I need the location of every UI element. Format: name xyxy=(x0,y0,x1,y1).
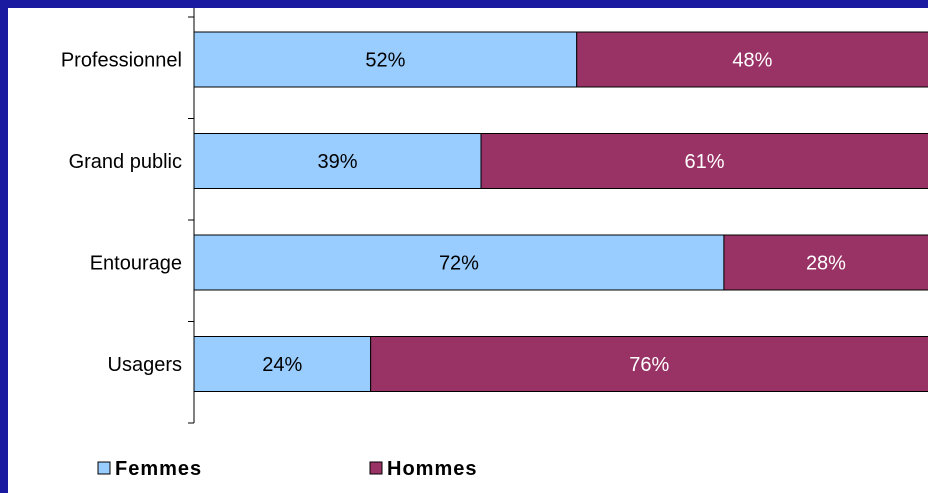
category-label-entourage: Entourage xyxy=(90,253,182,275)
axis-layer xyxy=(188,8,195,424)
legend-swatch-hommes xyxy=(369,461,383,475)
bar-hommes-usagers xyxy=(370,336,928,392)
bar-hommes-entourage xyxy=(723,234,928,291)
legend-label-hommes: Hommes xyxy=(387,458,477,480)
legend-label-femmes: Femmes xyxy=(115,458,202,480)
stacked-bar-chart: Professionnel 52% 48% Grand public 39% 61% Ent… xyxy=(61,8,928,480)
data-label-hommes-entourage: 28% xyxy=(806,253,846,275)
legend: Femmes Hommes xyxy=(97,458,477,480)
labels-layer: Professionnel 52% 48% Grand public 39% 61% Ent… xyxy=(61,50,846,377)
data-label-femmes-entourage: 72% xyxy=(439,253,479,275)
data-label-hommes-professionnel: 48% xyxy=(732,50,772,72)
legend-swatch-femmes xyxy=(97,461,111,475)
chart-frame: Professionnel 52% 48% Grand public 39% 61% Ent… xyxy=(8,8,928,493)
bar-femmes-usagers xyxy=(193,336,372,392)
bar-femmes-professionnel xyxy=(193,31,578,88)
data-label-hommes-usagers: 76% xyxy=(629,354,669,376)
data-label-hommes-grand-public: 61% xyxy=(685,151,725,173)
category-label-grand-public: Grand public xyxy=(69,151,182,173)
data-label-femmes-grand-public: 39% xyxy=(318,151,358,173)
bar-hommes-professionnel xyxy=(576,31,928,88)
bar-hommes-grand-public xyxy=(480,133,928,189)
bars-layer xyxy=(193,31,928,392)
category-label-professionnel: Professionnel xyxy=(61,50,182,72)
bar-femmes-grand-public xyxy=(193,133,482,189)
category-label-usagers: Usagers xyxy=(108,354,182,376)
data-label-femmes-professionnel: 52% xyxy=(365,50,405,72)
bar-femmes-entourage xyxy=(193,234,725,291)
data-label-femmes-usagers: 24% xyxy=(262,354,302,376)
